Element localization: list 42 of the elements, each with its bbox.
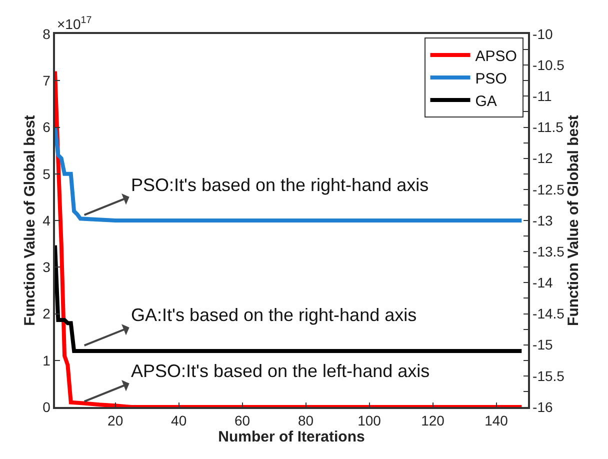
y2-tick-label: -14.5 xyxy=(532,306,565,322)
x-tick-label: 100 xyxy=(358,412,382,429)
annotation: PSO:It's based on the right-hand axis xyxy=(131,175,429,195)
y2-axis-title: Function Value of Global best xyxy=(565,115,582,326)
x-tick-label: 40 xyxy=(171,412,187,429)
x-tick-label: 60 xyxy=(234,412,250,429)
y2-tick-label: -16 xyxy=(532,398,553,415)
y2-tick-label: -10.5 xyxy=(532,56,565,73)
x-tick-label: 120 xyxy=(421,412,445,429)
y-tick-label: 0 xyxy=(42,398,51,415)
annotation: APSO:It's based on the left-hand axis xyxy=(131,361,430,381)
y-tick-label: 5 xyxy=(42,166,51,182)
y2-tick-label: -11 xyxy=(532,88,552,104)
y2-tick-label: -13.5 xyxy=(532,243,565,260)
annotation: GA:It's based on the right-hand axis xyxy=(131,305,417,325)
line-series xyxy=(55,243,524,354)
text: ×10$^{17}$ xyxy=(57,15,92,32)
y2-tick-label: -15.5 xyxy=(532,368,565,384)
y2-tick-label: -13 xyxy=(532,212,553,228)
legend-label: GA xyxy=(475,92,497,110)
x-axis-title: Number of Iterations xyxy=(218,428,365,446)
y2-tick-label: -12.5 xyxy=(532,181,565,198)
y2-tick-label: -12 xyxy=(532,150,553,166)
y2-tick-label: -15 xyxy=(532,336,553,353)
y-tick-label: 4 xyxy=(42,212,51,228)
line-series xyxy=(55,125,524,222)
y-tick-label: 8 xyxy=(42,26,51,42)
y-tick-label: 3 xyxy=(42,259,51,276)
y2-tick-label: -10 xyxy=(532,26,553,42)
y2-tick-label: -11.5 xyxy=(532,119,564,136)
y-tick-label: 1 xyxy=(42,352,51,368)
x-tick-label: 20 xyxy=(108,412,124,429)
y-tick-label: 2 xyxy=(42,306,51,322)
x-tick-label: 140 xyxy=(484,412,508,429)
x-tick-label: 80 xyxy=(298,412,314,429)
y2-tick-label: -14 xyxy=(532,274,553,291)
y-tick-label: 6 xyxy=(42,119,51,136)
legend-label: PSO xyxy=(475,70,507,88)
legend-label: APSO xyxy=(475,48,517,65)
line-series xyxy=(55,69,524,407)
y-tick-label: 7 xyxy=(42,72,51,89)
y-axis-title: Function Value of Global best xyxy=(21,115,38,326)
